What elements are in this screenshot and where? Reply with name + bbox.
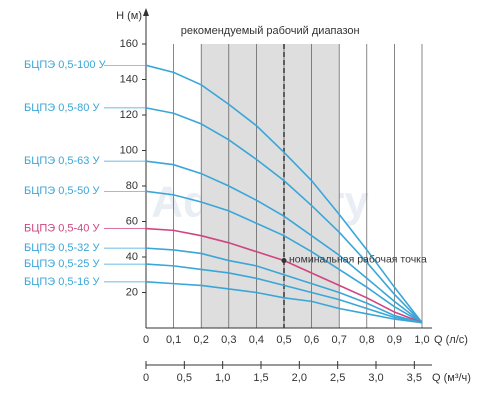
legend-label: БЦПЭ 0,5-100 У: [24, 59, 107, 71]
x-tick-label: 0,1: [166, 334, 181, 346]
x-axis-label: Q (л/с): [434, 334, 468, 346]
y-tick-label: 40: [126, 251, 138, 263]
series-line: [145, 281, 423, 324]
x-tick-label: 0,7: [332, 334, 347, 346]
y-tick-label: 140: [120, 73, 138, 85]
y-tick-label: 120: [120, 109, 138, 121]
x-tick-label: 0,6: [304, 334, 319, 346]
x-tick-label: 0: [143, 334, 149, 346]
x2-tick-label: 1,5: [253, 372, 268, 384]
x-tick-label: 0,3: [221, 334, 236, 346]
x-tick-label: 0,9: [387, 334, 402, 346]
legend-label: БЦПЭ 0,5-50 У: [24, 185, 100, 197]
series-line: [145, 247, 423, 324]
y-axis-arrow: [143, 8, 149, 16]
legend-label: БЦПЭ 0,5-63 У: [24, 155, 100, 167]
x-tick-label: 0,4: [249, 334, 264, 346]
y-tick-label: 60: [126, 215, 138, 227]
series-line: [145, 64, 423, 324]
x2-tick-label: 2,0: [292, 372, 307, 384]
x-tick-label: 1,0: [414, 334, 429, 346]
legend-label: БЦПЭ 0,5-25 У: [24, 258, 100, 270]
series-line: [145, 190, 423, 324]
x2-tick-label: 2,5: [330, 372, 345, 384]
x2-tick-label: 3,0: [368, 372, 383, 384]
y-tick-label: 100: [120, 144, 138, 156]
y-tick-label: 160: [120, 38, 138, 50]
y-axis-label: H (м): [116, 10, 142, 22]
x2-tick-label: 0,5: [177, 372, 192, 384]
x-tick-label: 0,8: [359, 334, 374, 346]
y-tick-label: 20: [126, 286, 138, 298]
legend-label: БЦПЭ 0,5-80 У: [24, 102, 100, 114]
x2-tick-label: 0: [143, 372, 149, 384]
x-tick-label: 0,2: [194, 334, 209, 346]
nominal-point: [281, 258, 287, 264]
series-line: [145, 107, 423, 324]
legend-label: БЦПЭ 0,5-16 У: [24, 276, 100, 288]
series-line: [145, 263, 423, 324]
x2-tick-label: 3,5: [407, 372, 422, 384]
legend-label: БЦПЭ 0,5-32 У: [24, 242, 100, 254]
x2-tick-label: 1,0: [215, 372, 230, 384]
nominal-label: номинальная рабочая точка: [289, 253, 427, 265]
legend-label: БЦПЭ 0,5-40 У: [24, 223, 100, 235]
series-line: [145, 160, 423, 324]
range-title: рекомендуемый рабочий диапазон: [181, 25, 360, 37]
x-tick-label: 0,5: [276, 334, 291, 346]
x2-axis-label: Q (м³/ч): [432, 372, 471, 384]
y-tick-label: 80: [126, 180, 138, 192]
